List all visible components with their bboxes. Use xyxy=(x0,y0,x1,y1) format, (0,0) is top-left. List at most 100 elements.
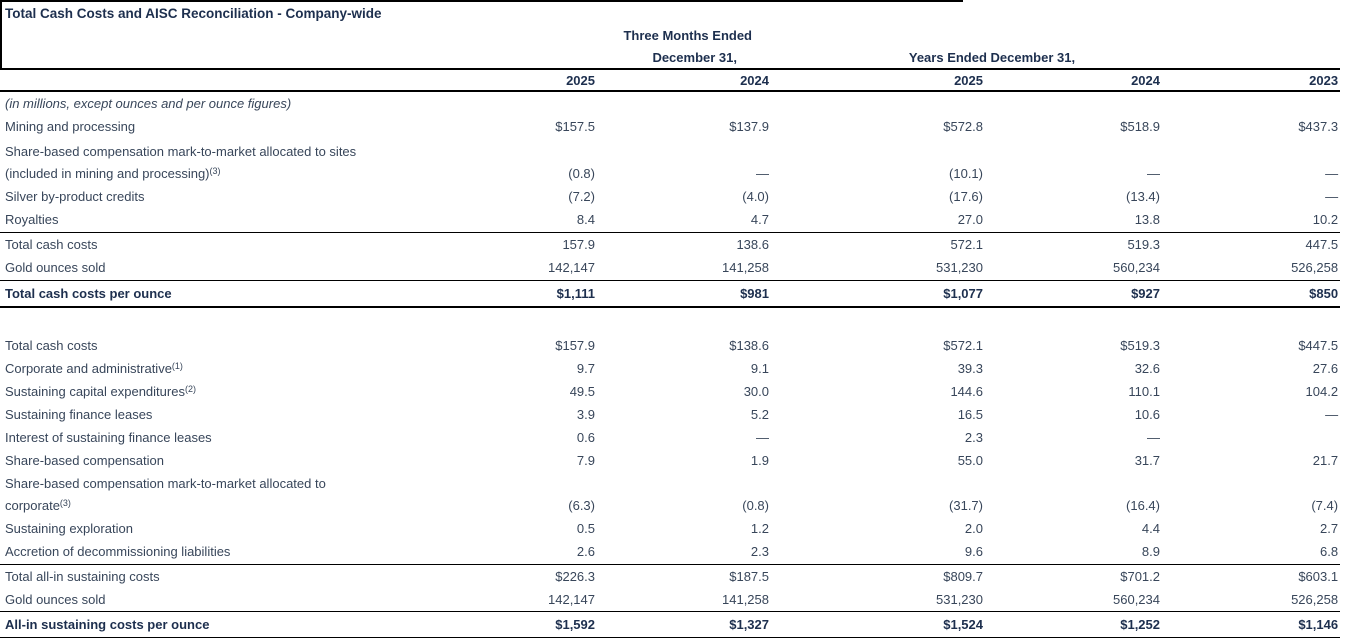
cell-value: $701.2 xyxy=(985,563,1162,588)
table-row: (in millions, except ounces and per ounc… xyxy=(0,91,1340,114)
table-row: Total cash costs $157.9 $138.6 $572.1 $519.3… xyxy=(0,333,1340,357)
cell-value: $157.5 xyxy=(555,118,595,134)
cell-value: 2.6 xyxy=(576,544,595,560)
cell-value: 13.8 xyxy=(1134,212,1160,228)
cell-value: 531,230 xyxy=(936,591,983,607)
cell-value: $850 xyxy=(1162,279,1341,308)
col-header-year: 2024 xyxy=(985,69,1162,92)
table-row: Gold ounces sold 142,147 141,258 531,230 560… xyxy=(0,256,1340,280)
cell-value: $187.5 xyxy=(597,563,771,588)
cell-value: $226.3 xyxy=(460,563,597,588)
table-body: (in millions, except ounces and per ounc… xyxy=(0,91,1341,638)
row-label: Interest of sustaining finance leases xyxy=(5,430,212,445)
cell-value: $927 xyxy=(985,279,1162,308)
table-row: Share-based compensation 7.9 1.9 55.0 31.7 21… xyxy=(0,449,1340,472)
spacer-cell xyxy=(0,46,460,70)
cell-value: 0.6 xyxy=(576,430,595,445)
cell-value: $1,524 xyxy=(771,610,985,638)
cell-value: — xyxy=(756,166,769,181)
col-header-three-months: Three Months Ended xyxy=(623,27,752,43)
cell-value: 30.0 xyxy=(743,384,769,399)
cell-value xyxy=(1162,426,1340,449)
cell-value: 526,258 xyxy=(1291,260,1339,276)
table-row: Mining and processing $157.5 $137.9 $572.8 $… xyxy=(0,114,1340,138)
cell-value: — xyxy=(1147,166,1160,181)
cell-value: (31.7) xyxy=(949,498,983,513)
cell-value: 3.9 xyxy=(576,407,595,422)
row-label: Share-based compensation mark-to-market … xyxy=(0,472,460,517)
cell-value: $981 xyxy=(597,279,771,308)
cell-value: 7.9 xyxy=(576,453,595,468)
table-row: Share-based compensation mark-to-market … xyxy=(0,472,1340,517)
cell-value: 526,258 xyxy=(1291,591,1339,607)
table-row: Gold ounces sold 142,147 141,258 531,230 560… xyxy=(0,588,1340,611)
cell-value: 10.2 xyxy=(1312,212,1339,228)
cell-value: 8.9 xyxy=(1141,544,1160,560)
row-label: Sustaining exploration xyxy=(5,521,133,536)
cell-value: (10.1) xyxy=(949,166,983,181)
cell-value: 4.7 xyxy=(750,212,769,228)
cell-value: 8.4 xyxy=(576,212,595,228)
gap-cell xyxy=(0,307,1340,333)
cell-value: 49.5 xyxy=(569,384,595,399)
col-header-years-ended: Years Ended December 31, xyxy=(771,46,1341,70)
row-label-line1: Share-based compensation mark-to-market … xyxy=(5,476,326,491)
row-label: Total all-in sustaining costs xyxy=(0,563,460,588)
cell-value: 21.7 xyxy=(1312,453,1339,468)
cell-value: 560,234 xyxy=(1113,591,1160,607)
footnote-marker: (2) xyxy=(184,384,196,394)
cell-value: $1,252 xyxy=(985,610,1162,638)
cell-value: 0.5 xyxy=(576,521,595,536)
cell-value: $1,111 xyxy=(460,279,597,308)
row-label: Total cash costs xyxy=(0,231,460,256)
table-row: Silver by-product credits (7.2) (4.0) (17.6… xyxy=(0,185,1340,208)
cell-value: 6.8 xyxy=(1320,544,1339,560)
cell-value: 110.1 xyxy=(1128,384,1160,399)
period-header-row: Three Months Ended xyxy=(0,24,1340,46)
cell-value: 447.5 xyxy=(1162,231,1341,256)
cell-value: — xyxy=(1325,407,1339,422)
cell-value: (16.4) xyxy=(1126,498,1160,513)
table-head-static: Total Cash Costs and AISC Reconciliation… xyxy=(0,0,1341,92)
cell-value: 142,147 xyxy=(548,591,595,607)
cell-value: 519.3 xyxy=(985,231,1162,256)
table-row: Accretion of decommissioning liabilities… xyxy=(0,540,1340,564)
table-row: Sustaining exploration 0.5 1.2 2.0 4.4 2.7 xyxy=(0,517,1340,540)
cell-value: 27.0 xyxy=(957,212,983,228)
cell-value: $809.7 xyxy=(771,563,985,588)
row-label-line2: (included in mining and processing)(3) xyxy=(5,166,221,181)
spacer-cell xyxy=(0,24,460,46)
cell-value: (7.2) xyxy=(568,189,595,204)
table-row: Total all-in sustaining costs $226.3 $187.… xyxy=(0,563,1341,588)
col-header-year: 2025 xyxy=(771,69,985,92)
table-row: Sustaining finance leases 3.9 5.2 16.5 10.6 — xyxy=(0,403,1340,426)
row-label: Royalties xyxy=(5,212,59,228)
table-row: All-in sustaining costs per ounce $1,592 $… xyxy=(0,610,1341,638)
row-label: Sustaining capital expenditures(2) xyxy=(5,384,196,399)
cell-value: 141,258 xyxy=(722,260,769,276)
cell-value: $137.9 xyxy=(729,118,769,134)
cell-value: $437.3 xyxy=(1298,118,1339,134)
cell-value: 32.6 xyxy=(1134,361,1160,376)
cell-value: 104.2 xyxy=(1305,384,1339,399)
row-label: Total cash costs xyxy=(5,337,98,353)
year-header-row: 2025 2024 2025 2024 2023 xyxy=(0,69,1341,92)
cell-value: $157.9 xyxy=(555,337,595,353)
row-label: Sustaining finance leases xyxy=(5,407,153,422)
cell-value: 2.0 xyxy=(964,521,983,536)
table-row: Interest of sustaining finance leases 0.6… xyxy=(0,426,1340,449)
cell-value: $1,077 xyxy=(771,279,985,308)
cell-value: 531,230 xyxy=(936,260,983,276)
table-row: Share-based compensation mark-to-market … xyxy=(0,138,1340,185)
cell-value: 141,258 xyxy=(722,591,769,607)
title-box-top-border xyxy=(0,0,963,2)
cell-value: $519.3 xyxy=(1120,337,1160,353)
row-label-line2: corporate(3) xyxy=(5,498,71,513)
cell-value: 2.3 xyxy=(750,544,769,560)
cell-value: 144.6 xyxy=(950,384,983,399)
cell-value: 9.6 xyxy=(964,544,983,560)
table-row: Corporate and administrative(1) 9.7 9.1 39.… xyxy=(0,357,1340,380)
cell-value: 4.4 xyxy=(1141,521,1160,536)
